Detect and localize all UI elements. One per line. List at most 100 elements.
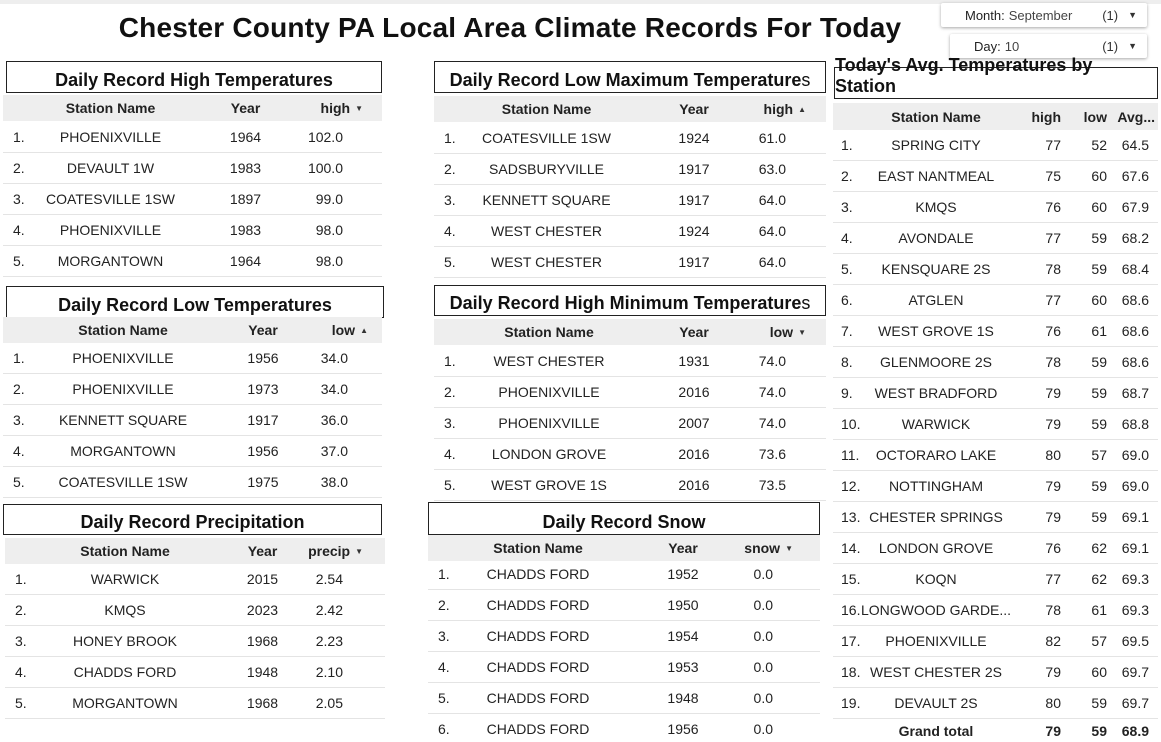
column-header-avg[interactable]: Avg... bbox=[1117, 108, 1155, 125]
avg-value: 69.0 bbox=[1121, 478, 1149, 494]
table-row[interactable]: 4. AVONDALE 77 59 68.2 bbox=[833, 223, 1158, 254]
table-row[interactable]: 17. PHOENIXVILLE 82 57 69.5 bbox=[833, 626, 1158, 657]
avg-high-value: 77 bbox=[1045, 137, 1061, 153]
table-row[interactable]: 5. MORGANTOWN 1968 2.05 bbox=[5, 688, 385, 719]
table-row[interactable]: 3. KENNETT SQUARE 1917 36.0 bbox=[3, 405, 382, 436]
low-temps-header: Station Name Year low ▲ bbox=[3, 317, 382, 343]
table-row[interactable]: 18. WEST CHESTER 2S 79 60 69.7 bbox=[833, 657, 1158, 688]
table-row[interactable]: 4. PHOENIXVILLE 1983 98.0 bbox=[3, 215, 382, 246]
chevron-down-icon[interactable]: ▼ bbox=[1128, 41, 1137, 51]
table-row[interactable]: 5. KENSQUARE 2S 78 59 68.4 bbox=[833, 254, 1158, 285]
table-row[interactable]: 4. WEST CHESTER 1924 64.0 bbox=[434, 216, 826, 247]
table-row[interactable]: 1. COATESVILLE 1SW 1924 61.0 bbox=[434, 123, 826, 154]
table-row[interactable]: 1. SPRING CITY 77 52 64.5 bbox=[833, 130, 1158, 161]
table-row[interactable]: 2. KMQS 2023 2.42 bbox=[5, 595, 385, 626]
column-header-low[interactable]: low bbox=[1083, 108, 1107, 125]
table-row[interactable]: 2. DEVAULT 1W 1983 100.0 bbox=[3, 153, 382, 184]
table-row[interactable]: 4. LONDON GROVE 2016 73.6 bbox=[434, 439, 826, 470]
table-row[interactable]: 16. LONGWOOD GARDE... 78 61 69.3 bbox=[833, 595, 1158, 626]
table-row[interactable]: 5. COATESVILLE 1SW 1975 38.0 bbox=[3, 467, 382, 498]
sort-asc-icon[interactable]: ▲ bbox=[360, 325, 368, 335]
table-row[interactable]: 14. LONDON GROVE 76 62 69.1 bbox=[833, 533, 1158, 564]
sort-asc-icon[interactable]: ▲ bbox=[798, 104, 806, 114]
avg-temps-panel: Today's Avg. Temperatures by Station Stat… bbox=[833, 0, 1158, 742]
column-header-value[interactable]: low ▲ bbox=[313, 317, 368, 343]
table-row[interactable]: 4. CHADDS FORD 1953 0.0 bbox=[428, 652, 820, 683]
column-header-year[interactable]: Year bbox=[668, 540, 698, 556]
record-year: 2015 bbox=[246, 571, 279, 587]
column-header-high[interactable]: high bbox=[1031, 108, 1061, 125]
column-header-value[interactable]: low ▼ bbox=[739, 319, 806, 345]
avg-low-value: 59 bbox=[1091, 261, 1107, 277]
table-row[interactable]: 10. WARWICK 79 59 68.8 bbox=[833, 409, 1158, 440]
column-header-station[interactable]: Station Name bbox=[493, 540, 583, 556]
table-row[interactable]: 3. KMQS 76 60 67.9 bbox=[833, 192, 1158, 223]
column-header-station[interactable]: Station Name bbox=[891, 108, 981, 125]
table-row[interactable]: 5. WEST CHESTER 1917 64.0 bbox=[434, 247, 826, 278]
table-row[interactable]: 2. EAST NANTMEAL 75 60 67.6 bbox=[833, 161, 1158, 192]
table-row[interactable]: 15. KOQN 77 62 69.3 bbox=[833, 564, 1158, 595]
table-row[interactable]: 1. PHOENIXVILLE 1964 102.0 bbox=[3, 122, 382, 153]
avg-value: 69.7 bbox=[1121, 695, 1149, 711]
day-filter[interactable]: Day: 10 (1) ▼ bbox=[950, 34, 1147, 58]
avg-high-value: 79 bbox=[1045, 664, 1061, 680]
table-row[interactable]: 5. MORGANTOWN 1964 98.0 bbox=[3, 246, 382, 277]
column-header-year[interactable]: Year bbox=[247, 543, 278, 559]
avg-value: 69.7 bbox=[1121, 664, 1149, 680]
table-row[interactable]: 5. CHADDS FORD 1948 0.0 bbox=[428, 683, 820, 714]
avg-low-value: 59 bbox=[1091, 695, 1107, 711]
table-row[interactable]: 1. CHADDS FORD 1952 0.0 bbox=[428, 559, 820, 590]
column-header-value-label: low bbox=[331, 322, 356, 338]
record-year: 1950 bbox=[667, 597, 699, 613]
table-row[interactable]: 3. HONEY BROOK 1968 2.23 bbox=[5, 626, 385, 657]
table-row[interactable]: 19. DEVAULT 2S 80 59 69.7 bbox=[833, 688, 1158, 719]
station-name: HONEY BROOK bbox=[73, 633, 177, 649]
table-row[interactable]: 11. OCTORARO LAKE 80 57 69.0 bbox=[833, 440, 1158, 471]
station-name: PHOENIXVILLE bbox=[885, 633, 987, 649]
table-row[interactable]: 2. CHADDS FORD 1950 0.0 bbox=[428, 590, 820, 621]
table-row[interactable]: 12. NOTTINGHAM 79 59 69.0 bbox=[833, 471, 1158, 502]
column-header-station[interactable]: Station Name bbox=[80, 543, 170, 559]
station-name: CHADDS FORD bbox=[486, 566, 590, 582]
record-value: 0.0 bbox=[753, 628, 773, 644]
station-name: WEST BRADFORD bbox=[874, 385, 998, 401]
column-header-value[interactable]: precip ▼ bbox=[305, 538, 363, 564]
chevron-down-icon[interactable]: ▼ bbox=[1128, 10, 1137, 20]
avg-high-value: 79 bbox=[1045, 416, 1061, 432]
table-row[interactable]: 3. COATESVILLE 1SW 1897 99.0 bbox=[3, 184, 382, 215]
table-row[interactable]: 7. WEST GROVE 1S 76 61 68.6 bbox=[833, 316, 1158, 347]
table-row[interactable]: 5. WEST GROVE 1S 2016 73.5 bbox=[434, 470, 826, 501]
sort-desc-icon[interactable]: ▼ bbox=[798, 327, 806, 337]
column-header-value[interactable]: snow ▼ bbox=[728, 535, 793, 561]
table-row[interactable]: 4. CHADDS FORD 1948 2.10 bbox=[5, 657, 385, 688]
avg-value: 68.6 bbox=[1121, 323, 1149, 339]
avg-value: 69.1 bbox=[1121, 540, 1149, 556]
table-row[interactable]: 6. CHADDS FORD 1956 0.0 bbox=[428, 714, 820, 742]
table-row[interactable]: 6. ATGLEN 77 60 68.6 bbox=[833, 285, 1158, 316]
sort-desc-icon[interactable]: ▼ bbox=[355, 546, 363, 556]
month-filter[interactable]: Month: September (1) ▼ bbox=[941, 3, 1147, 27]
station-name: KENSQUARE 2S bbox=[881, 261, 991, 277]
column-header-value[interactable]: high ▲ bbox=[739, 96, 806, 122]
table-row[interactable]: 8. GLENMOORE 2S 78 59 68.6 bbox=[833, 347, 1158, 378]
sort-desc-icon[interactable]: ▼ bbox=[355, 103, 363, 113]
precip-header: Station Name Year precip ▼ bbox=[5, 538, 385, 564]
high-min-title: Daily Record High Minimum Temperature s bbox=[434, 285, 826, 316]
table-row[interactable]: 3. CHADDS FORD 1954 0.0 bbox=[428, 621, 820, 652]
column-header-value[interactable]: high ▼ bbox=[293, 95, 363, 121]
table-row[interactable]: 1. PHOENIXVILLE 1956 34.0 bbox=[3, 343, 382, 374]
station-name: CHADDS FORD bbox=[486, 721, 590, 737]
table-row[interactable]: 2. PHOENIXVILLE 1973 34.0 bbox=[3, 374, 382, 405]
table-row[interactable]: 1. WEST CHESTER 1931 74.0 bbox=[434, 346, 826, 377]
avg-low-value: 62 bbox=[1091, 540, 1107, 556]
table-row[interactable]: 13. CHESTER SPRINGS 79 59 69.1 bbox=[833, 502, 1158, 533]
table-row[interactable]: 3. PHOENIXVILLE 2007 74.0 bbox=[434, 408, 826, 439]
table-row[interactable]: 1. WARWICK 2015 2.54 bbox=[5, 564, 385, 595]
table-row[interactable]: 4. MORGANTOWN 1956 37.0 bbox=[3, 436, 382, 467]
table-row[interactable]: 2. PHOENIXVILLE 2016 74.0 bbox=[434, 377, 826, 408]
table-row[interactable]: 9. WEST BRADFORD 79 59 68.7 bbox=[833, 378, 1158, 409]
day-filter-label: Day: bbox=[974, 38, 1001, 54]
table-row[interactable]: 3. KENNETT SQUARE 1917 64.0 bbox=[434, 185, 826, 216]
table-row[interactable]: 2. SADSBURYVILLE 1917 63.0 bbox=[434, 154, 826, 185]
sort-desc-icon[interactable]: ▼ bbox=[785, 543, 793, 553]
